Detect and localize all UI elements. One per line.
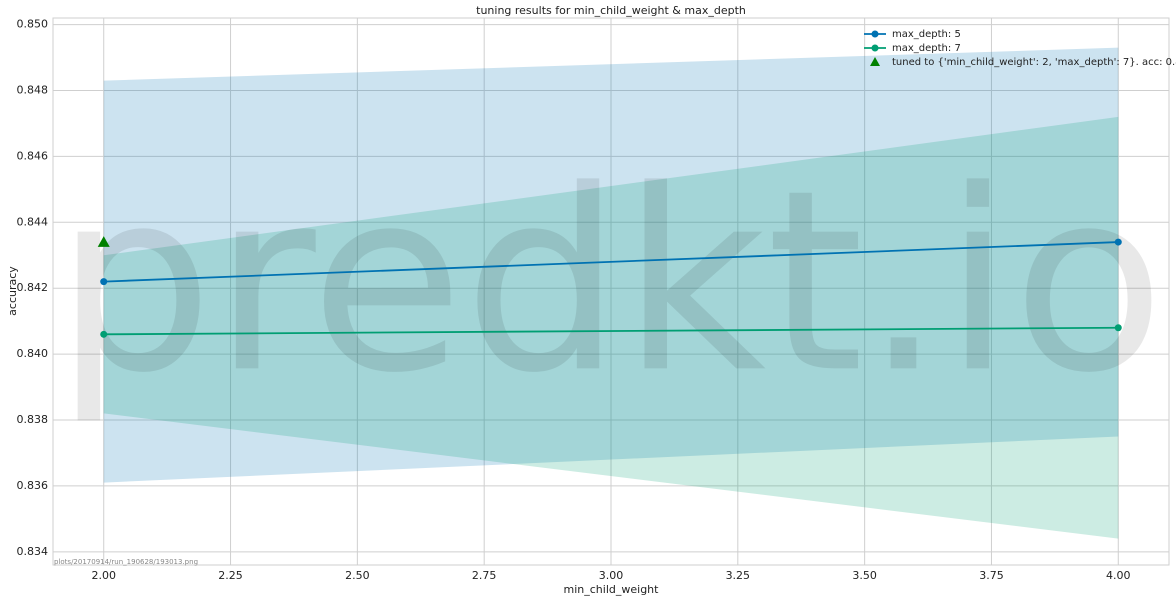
legend-label: tuned to {'min_child_weight': 2, 'max_de… [892, 57, 1176, 68]
series-point [100, 330, 108, 338]
series-point [1114, 238, 1122, 246]
x-tick-label: 3.75 [979, 569, 1004, 582]
y-tick-label: 0.840 [17, 347, 49, 360]
legend-point [871, 30, 879, 38]
legend-label: max_depth: 5 [892, 29, 961, 40]
confidence-band [103, 47, 1119, 483]
x-tick-label: 2.00 [91, 569, 116, 582]
y-tick-label: 0.834 [17, 545, 49, 558]
series-point [100, 278, 108, 286]
x-axis-label: min_child_weight [564, 583, 660, 596]
y-tick-label: 0.850 [17, 18, 49, 31]
legend-marker [870, 57, 880, 66]
x-tick-label: 2.50 [345, 569, 370, 582]
series-line [103, 326, 1119, 336]
y-tick-label: 0.844 [17, 215, 49, 228]
confidence-band [103, 116, 1119, 539]
y-tick-label: 0.848 [17, 83, 49, 96]
legend-point [871, 44, 879, 52]
y-tick-label: 0.846 [17, 149, 49, 162]
y-axis-label: accuracy [6, 266, 19, 316]
x-tick-label: 2.75 [472, 569, 497, 582]
best-marker [97, 236, 110, 247]
x-tick-label: 4.00 [1106, 569, 1131, 582]
legend-label: max_depth: 7 [892, 43, 961, 54]
series-line [103, 241, 1119, 283]
x-tick-label: 2.25 [218, 569, 243, 582]
series-point [1114, 324, 1122, 332]
footer: plots/20170914/run_190628/193013.png [54, 558, 198, 566]
x-tick-label: 3.50 [852, 569, 877, 582]
x-tick-label: 3.00 [599, 569, 624, 582]
chart-title: tuning results for min_child_weight & ma… [476, 4, 746, 17]
y-tick-label: 0.842 [17, 281, 49, 294]
y-tick-label: 0.836 [17, 479, 49, 492]
x-tick-label: 3.25 [726, 569, 751, 582]
y-tick-label: 0.838 [17, 413, 49, 426]
watermark: predkt.io [55, 136, 1165, 427]
